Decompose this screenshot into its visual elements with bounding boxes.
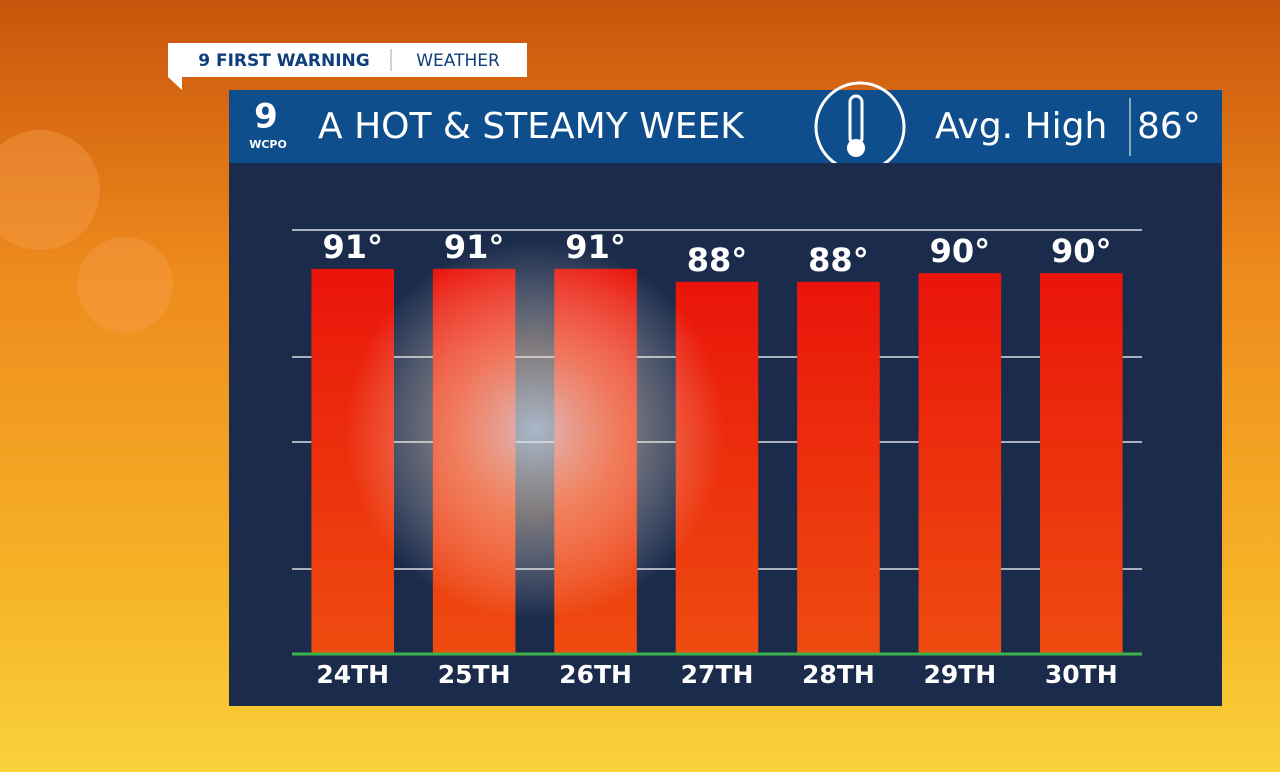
title: A HOT & STEAMY WEEK — [318, 106, 745, 147]
x-tick-label: 29TH — [923, 660, 996, 689]
thermometer-icon — [847, 139, 865, 157]
x-tick-label: 26TH — [559, 660, 632, 689]
lens-flare — [77, 237, 173, 333]
bar — [918, 273, 1002, 653]
logo: 9 — [254, 97, 278, 137]
value-label: 90° — [1051, 232, 1112, 270]
x-tick-label: 25TH — [438, 660, 511, 689]
value-label: 88° — [687, 241, 748, 279]
sun-glare — [345, 240, 725, 620]
lens-flare — [0, 130, 100, 250]
value-label: 88° — [808, 241, 869, 279]
x-tick-label: 24TH — [316, 660, 389, 689]
tag-box — [168, 43, 527, 90]
bar — [1040, 273, 1123, 653]
tag-section: WEATHER — [416, 51, 500, 71]
value-label: 90° — [930, 232, 991, 270]
avg-value: 86° — [1137, 106, 1201, 147]
bar — [797, 281, 880, 653]
value-label: 91° — [322, 228, 383, 266]
avg-label: Avg. High — [935, 106, 1107, 147]
logo-station: WCPO — [249, 138, 287, 151]
tag: 9 FIRST WARNING — [198, 51, 370, 71]
x-tick-label: 28TH — [802, 660, 875, 689]
x-tick-label: 27TH — [681, 660, 754, 689]
title-bar — [229, 90, 1222, 163]
x-tick-label: 30TH — [1045, 660, 1118, 689]
